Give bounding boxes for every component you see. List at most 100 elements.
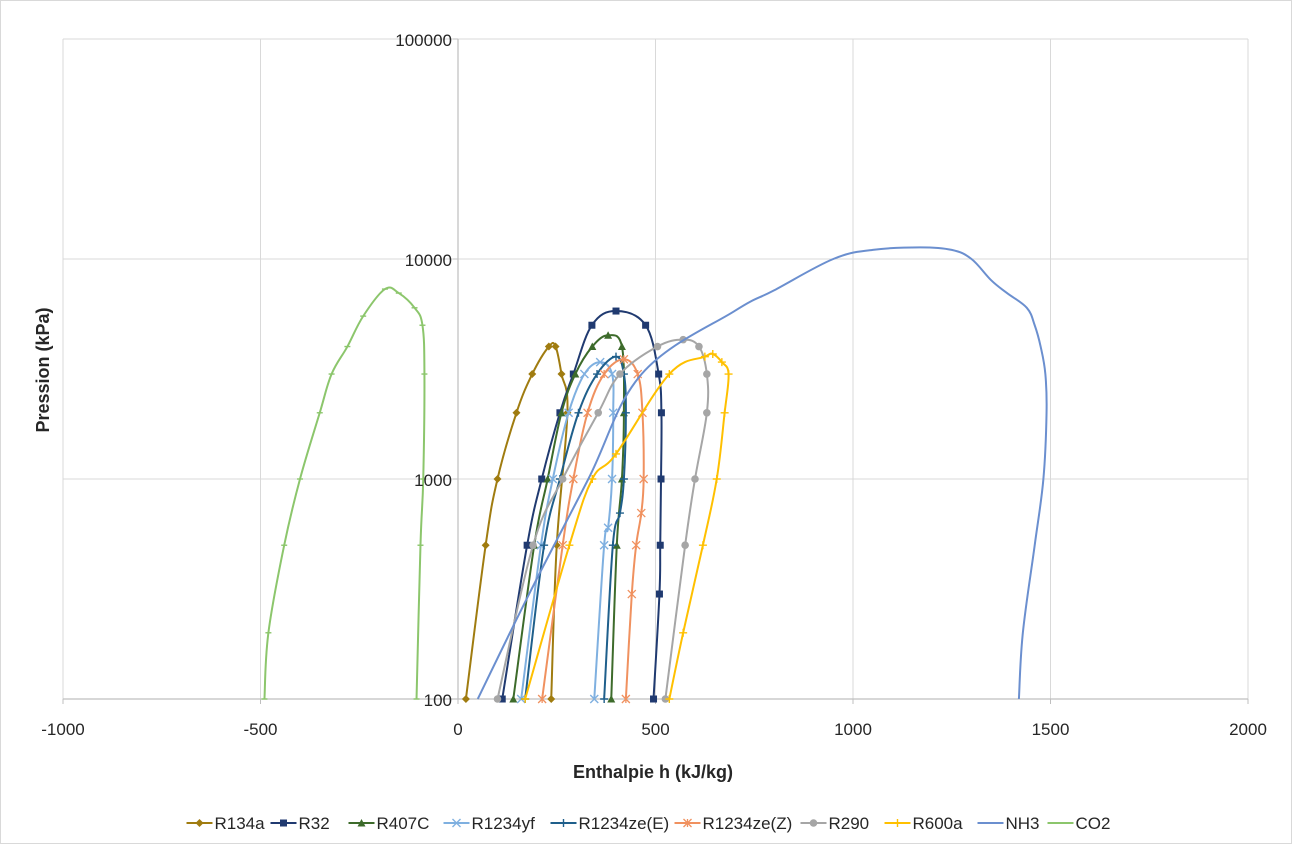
data-point — [607, 474, 617, 484]
legend-item: CO2 — [1047, 814, 1111, 833]
data-point — [717, 358, 726, 367]
data-point — [588, 342, 597, 351]
data-point — [619, 475, 628, 483]
data-point — [603, 523, 613, 533]
data-point — [498, 695, 506, 703]
data-point — [691, 475, 699, 483]
series-line — [464, 341, 569, 700]
data-point — [547, 695, 556, 703]
series-R134a — [461, 341, 572, 703]
data-point — [657, 409, 665, 417]
legend-item: R1234ze(Z) — [674, 814, 793, 833]
data-point — [538, 475, 546, 483]
data-point — [537, 694, 547, 704]
data-point — [615, 509, 624, 518]
legend-swatch-marker — [683, 818, 692, 828]
data-point — [700, 352, 709, 361]
data-point — [557, 408, 566, 417]
legend-label: R290 — [829, 814, 870, 833]
data-point — [608, 541, 617, 550]
data-point — [558, 540, 568, 550]
series-R1234ze(Z) — [537, 354, 649, 704]
legend-label: R1234yf — [472, 814, 536, 833]
data-point — [665, 695, 674, 703]
data-point — [481, 541, 490, 550]
data-point — [616, 370, 624, 378]
series-R290 — [493, 335, 711, 703]
series-line — [512, 334, 626, 700]
y-tick-label: 1000 — [414, 471, 452, 490]
data-point — [493, 695, 502, 703]
data-point — [612, 352, 620, 361]
data-point — [724, 370, 733, 379]
series-CO2 — [261, 286, 428, 700]
data-point — [579, 369, 589, 379]
series-NH3 — [476, 246, 1048, 700]
data-point — [621, 408, 630, 417]
data-point — [529, 541, 537, 550]
data-point — [681, 541, 689, 550]
data-point — [695, 342, 703, 351]
y-tick-label: 100000 — [395, 31, 452, 50]
data-point — [679, 628, 688, 637]
legend-swatch-marker — [195, 819, 204, 827]
x-tick-label: 1000 — [834, 720, 872, 739]
data-point — [621, 694, 631, 704]
data-point — [583, 408, 593, 418]
data-point — [588, 475, 597, 483]
series-line — [496, 338, 710, 700]
series-line — [476, 246, 1048, 700]
data-point — [571, 370, 580, 378]
legend-swatch-marker — [452, 818, 461, 828]
data-point — [720, 408, 729, 417]
legend-label: R1234ze(Z) — [703, 814, 793, 833]
series-R600a — [521, 349, 733, 703]
data-point — [650, 695, 658, 703]
legend-label: R32 — [299, 814, 330, 833]
legend-item: R290 — [800, 814, 870, 833]
grid-layer — [62, 38, 1249, 700]
data-point — [599, 369, 609, 379]
data-point — [703, 408, 711, 417]
data-point — [653, 342, 662, 351]
data-point — [600, 695, 609, 703]
data-point — [604, 331, 613, 339]
legend-item: R134a — [186, 814, 266, 833]
data-point — [665, 370, 674, 379]
data-point — [574, 408, 583, 417]
x-tick-label: 1500 — [1032, 720, 1070, 739]
legend-label: R1234ze(E) — [579, 814, 670, 833]
series-layer — [261, 246, 1048, 704]
data-point — [612, 449, 620, 458]
x-tick-label: 0 — [453, 720, 462, 739]
legend-label: CO2 — [1076, 814, 1111, 833]
data-point — [619, 354, 629, 364]
data-point — [639, 474, 649, 484]
data-point — [655, 370, 663, 378]
data-point — [599, 540, 609, 550]
data-point — [642, 321, 650, 329]
data-point — [708, 349, 717, 358]
legend-label: R134a — [215, 814, 266, 833]
x-tick-label: 2000 — [1229, 720, 1267, 739]
legend-item: R32 — [270, 814, 330, 833]
data-point — [564, 408, 574, 418]
legend-item: R1234ze(E) — [550, 814, 670, 833]
y-axis-title: Pression (kPa) — [33, 307, 53, 432]
y-tick-label: 10000 — [405, 251, 452, 270]
data-point — [588, 321, 596, 329]
data-point — [528, 370, 537, 379]
data-point — [544, 342, 553, 351]
data-point — [657, 475, 665, 483]
tick-label-layer: -1000 -500 0 500 1000 1500 2000 100 1000 10000 100… — [41, 31, 1267, 739]
data-point — [636, 508, 646, 518]
legend-label: NH3 — [1006, 814, 1040, 833]
data-point — [656, 541, 664, 549]
data-point — [461, 695, 470, 703]
series-line — [263, 286, 426, 700]
data-point — [548, 474, 558, 484]
data-point — [551, 342, 560, 351]
x-tick-label: -1000 — [41, 720, 84, 739]
